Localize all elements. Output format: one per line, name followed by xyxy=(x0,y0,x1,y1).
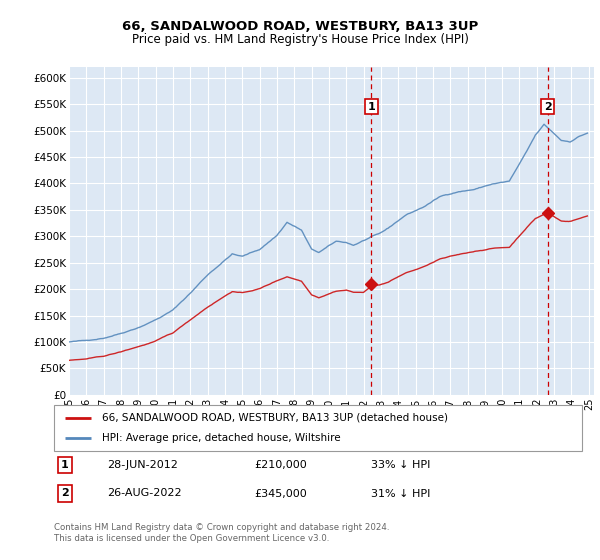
Text: 66, SANDALWOOD ROAD, WESTBURY, BA13 3UP (detached house): 66, SANDALWOOD ROAD, WESTBURY, BA13 3UP … xyxy=(101,413,448,423)
Text: Price paid vs. HM Land Registry's House Price Index (HPI): Price paid vs. HM Land Registry's House … xyxy=(131,32,469,46)
Text: 26-AUG-2022: 26-AUG-2022 xyxy=(107,488,181,498)
Text: 2: 2 xyxy=(61,488,68,498)
Text: This data is licensed under the Open Government Licence v3.0.: This data is licensed under the Open Gov… xyxy=(54,534,329,543)
FancyBboxPatch shape xyxy=(54,405,582,451)
Text: 33% ↓ HPI: 33% ↓ HPI xyxy=(371,460,430,470)
Text: 1: 1 xyxy=(368,101,376,111)
Text: 1: 1 xyxy=(61,460,68,470)
Text: 66, SANDALWOOD ROAD, WESTBURY, BA13 3UP: 66, SANDALWOOD ROAD, WESTBURY, BA13 3UP xyxy=(122,20,478,34)
Text: £210,000: £210,000 xyxy=(254,460,307,470)
Text: 31% ↓ HPI: 31% ↓ HPI xyxy=(371,488,430,498)
Text: 2: 2 xyxy=(544,101,551,111)
Text: 28-JUN-2012: 28-JUN-2012 xyxy=(107,460,178,470)
Text: £345,000: £345,000 xyxy=(254,488,307,498)
Text: HPI: Average price, detached house, Wiltshire: HPI: Average price, detached house, Wilt… xyxy=(101,433,340,443)
Text: Contains HM Land Registry data © Crown copyright and database right 2024.: Contains HM Land Registry data © Crown c… xyxy=(54,523,389,532)
